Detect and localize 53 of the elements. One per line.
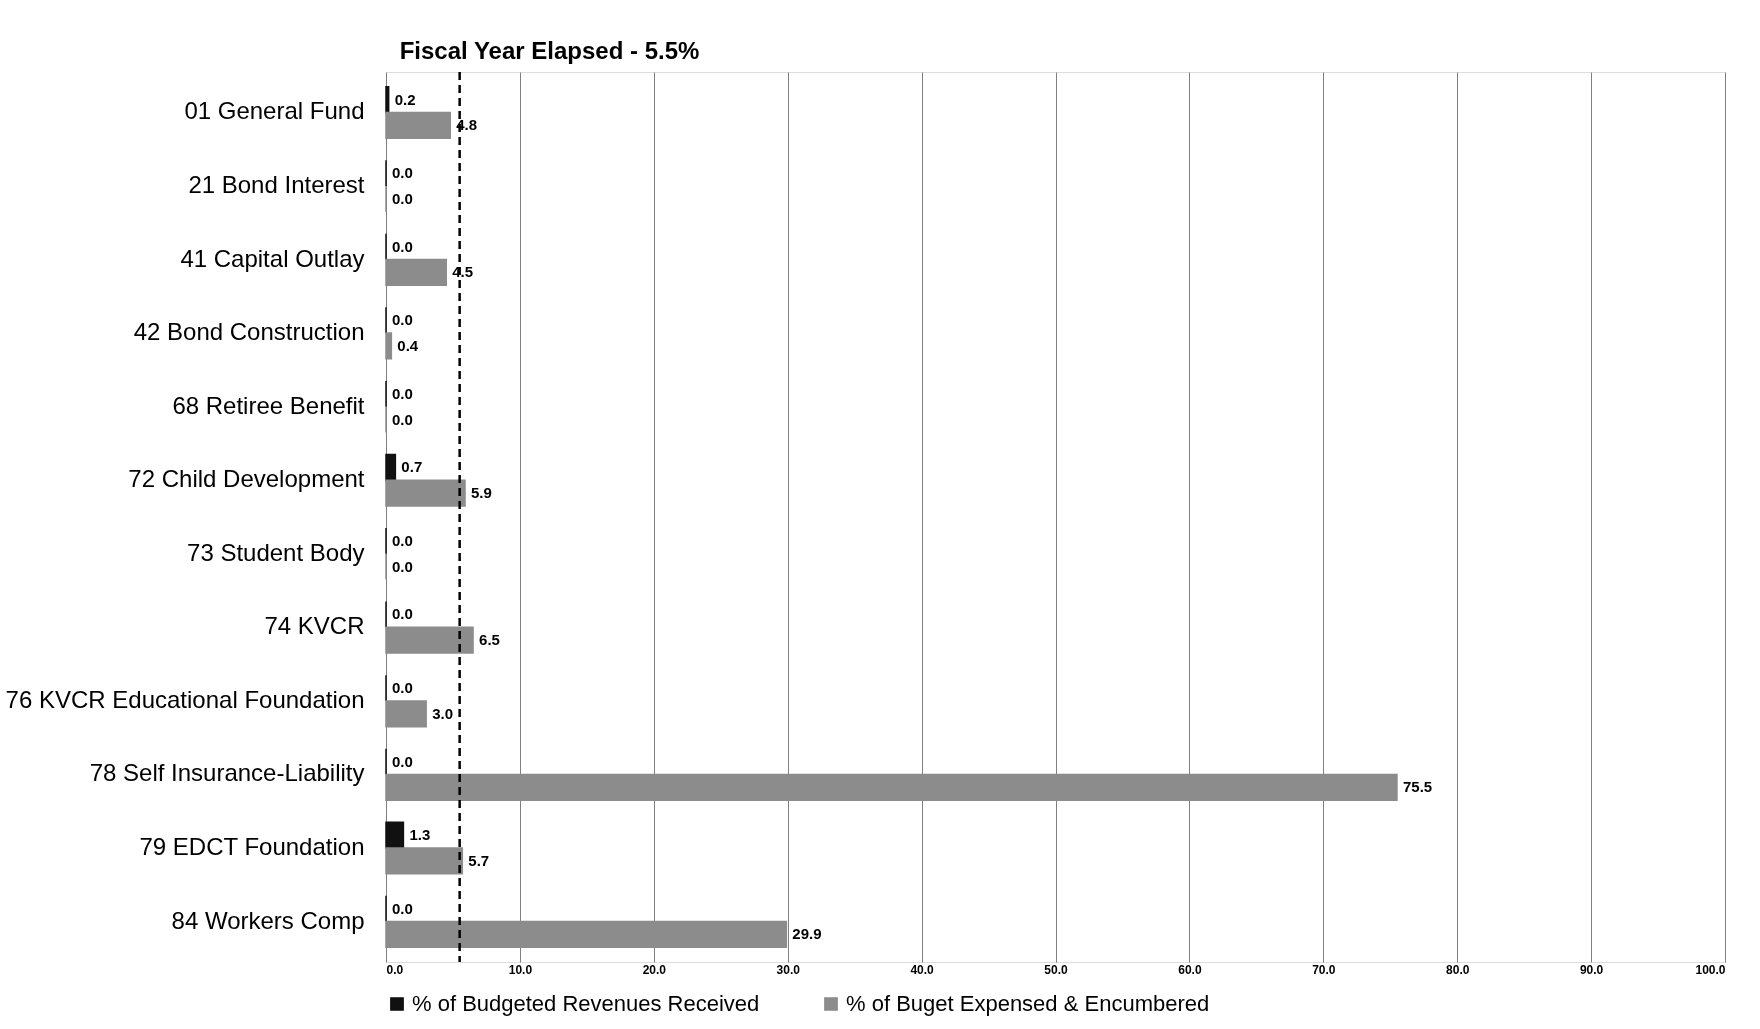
data-label: 1.3 (409, 826, 431, 844)
data-label: 0.0 (392, 679, 413, 697)
x-tick-label: 10.0 (508, 962, 533, 977)
x-tick-label: 60.0 (1178, 962, 1202, 977)
data-label: 0.0 (392, 311, 413, 329)
x-tick-label: 70.0 (1312, 962, 1336, 977)
x-tick-label: 50.0 (1044, 962, 1068, 977)
x-tick-label: 80.0 (1446, 962, 1470, 977)
y-tick-label: 01 General Fund (184, 97, 365, 125)
data-label: 3.0 (432, 704, 454, 722)
y-tick-label: 78 Self Insurance-Liability (89, 759, 365, 787)
x-tick-label: 0.0 (386, 962, 404, 977)
data-label: 0.0 (392, 164, 413, 182)
data-label: 4.5 (452, 263, 474, 281)
y-tick-label: 73 Student Body (187, 538, 365, 566)
y-tick-label: 21 Bond Interest (188, 171, 365, 199)
y-tick-label: 42 Bond Construction (133, 318, 365, 346)
data-label: 0.4 (397, 336, 419, 354)
legend-label: % of Buget Expensed & Encumbered (846, 991, 1210, 1016)
data-label: 0.0 (392, 189, 413, 207)
y-tick-label: 68 Retiree Benefit (172, 391, 365, 419)
data-label: 5.7 (468, 851, 490, 869)
data-label: 5.9 (471, 484, 492, 502)
bar (385, 821, 405, 849)
x-tick-label: 20.0 (642, 962, 667, 977)
data-label: 0.0 (392, 605, 413, 623)
data-label: 0.0 (392, 410, 413, 428)
y-tick-label: 76 KVCR Educational Foundation (5, 685, 365, 713)
data-label: 75.5 (1402, 778, 1433, 796)
y-tick-label: 41 Capital Outlay (180, 244, 365, 272)
ref-line-label: Fiscal Year Elapsed - 5.5% (399, 37, 700, 64)
x-tick-label: 30.0 (776, 962, 801, 977)
y-tick-label: 79 EDCT Foundation (139, 832, 365, 860)
data-label: 0.0 (392, 899, 413, 917)
data-label: 0.0 (392, 384, 413, 402)
data-label: 4.8 (456, 116, 478, 134)
bar (385, 453, 397, 481)
data-label: 0.7 (401, 458, 423, 476)
data-label: 0.2 (394, 90, 416, 108)
data-label: 0.0 (392, 752, 413, 770)
legend-label: % of Budgeted Revenues Received (412, 991, 760, 1016)
y-tick-label: 84 Workers Comp (171, 906, 365, 934)
data-label: 6.5 (479, 631, 500, 649)
x-tick-label: 40.0 (910, 962, 935, 977)
data-label: 0.0 (392, 237, 413, 255)
y-tick-label: 74 KVCR (264, 612, 365, 640)
data-label: 29.9 (792, 925, 822, 943)
y-tick-label: 72 Child Development (128, 465, 365, 493)
data-label: 0.0 (392, 531, 413, 549)
data-label: 0.0 (392, 557, 413, 575)
x-tick-label: 90.0 (1579, 962, 1604, 977)
bar (385, 85, 390, 114)
x-tick-label: 100.0 (1695, 962, 1726, 977)
